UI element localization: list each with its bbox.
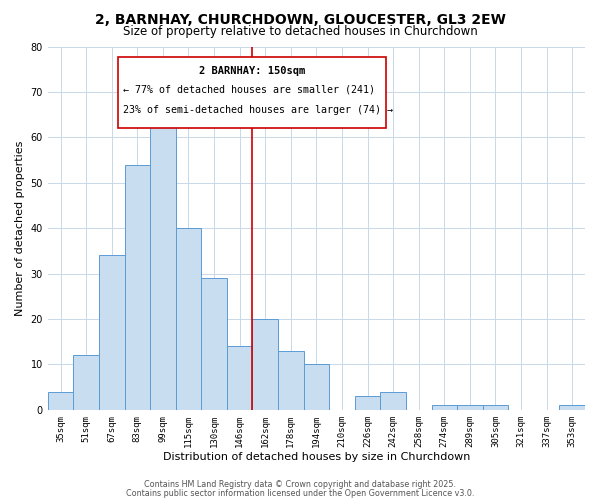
Bar — [457, 406, 482, 410]
Text: 2, BARNHAY, CHURCHDOWN, GLOUCESTER, GL3 2EW: 2, BARNHAY, CHURCHDOWN, GLOUCESTER, GL3 … — [95, 12, 505, 26]
Text: Contains public sector information licensed under the Open Government Licence v3: Contains public sector information licen… — [126, 488, 474, 498]
Bar — [150, 114, 176, 410]
Bar — [380, 392, 406, 410]
Bar — [482, 406, 508, 410]
Bar — [559, 406, 585, 410]
Bar — [304, 364, 329, 410]
Bar — [201, 278, 227, 410]
Text: ← 77% of detached houses are smaller (241): ← 77% of detached houses are smaller (24… — [123, 84, 375, 94]
Text: 2 BARNHAY: 150sqm: 2 BARNHAY: 150sqm — [199, 66, 305, 76]
Bar — [176, 228, 201, 410]
Bar — [125, 164, 150, 410]
Bar — [227, 346, 253, 410]
FancyBboxPatch shape — [118, 58, 386, 128]
Bar — [278, 351, 304, 410]
Bar — [431, 406, 457, 410]
Bar — [48, 392, 73, 410]
Text: 23% of semi-detached houses are larger (74) →: 23% of semi-detached houses are larger (… — [123, 104, 393, 115]
Text: Size of property relative to detached houses in Churchdown: Size of property relative to detached ho… — [122, 25, 478, 38]
Y-axis label: Number of detached properties: Number of detached properties — [15, 140, 25, 316]
Bar — [253, 319, 278, 410]
Bar — [99, 256, 125, 410]
Text: Contains HM Land Registry data © Crown copyright and database right 2025.: Contains HM Land Registry data © Crown c… — [144, 480, 456, 489]
Bar — [355, 396, 380, 410]
Bar — [73, 356, 99, 410]
X-axis label: Distribution of detached houses by size in Churchdown: Distribution of detached houses by size … — [163, 452, 470, 462]
